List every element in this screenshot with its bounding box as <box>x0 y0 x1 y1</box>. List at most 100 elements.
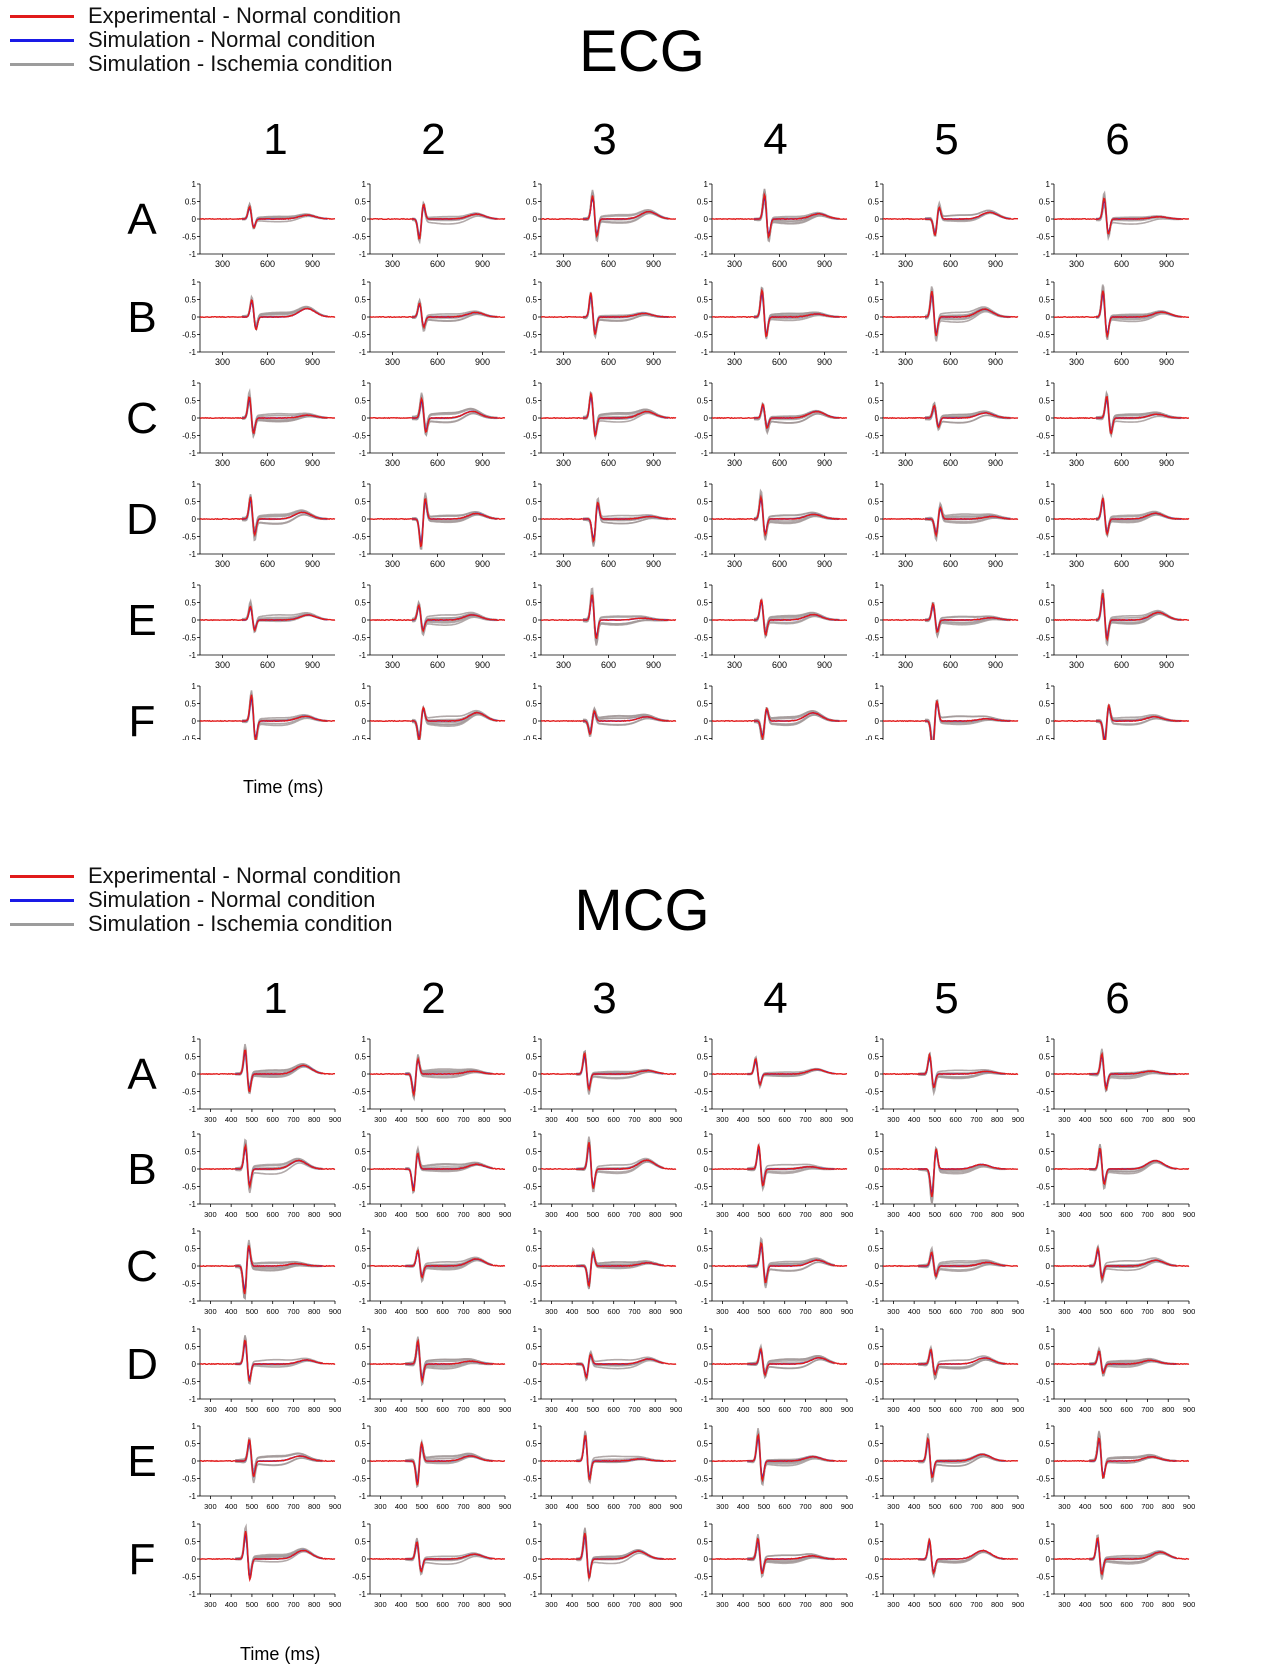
legend-item: Experimental - Normal condition <box>10 864 401 888</box>
legend-swatch-red <box>10 14 74 18</box>
y-tick-label: -1 <box>701 1200 709 1209</box>
y-tick-label: 0.5 <box>526 1538 538 1547</box>
x-tick-label: 300 <box>727 458 742 468</box>
series-ischemia-line <box>241 692 328 740</box>
x-tick-label: 600 <box>1120 1307 1133 1316</box>
x-tick-label: 600 <box>778 1210 791 1219</box>
y-tick-label: -1 <box>359 550 367 559</box>
y-tick-label: -1 <box>530 1105 538 1114</box>
y-tick-label: -0.5 <box>182 1378 196 1387</box>
x-tick-label: 600 <box>949 1115 962 1124</box>
y-tick-label: 0.5 <box>697 1538 709 1547</box>
y-tick-label: 1 <box>362 1422 367 1431</box>
y-tick-label: 0.5 <box>355 1440 367 1449</box>
x-tick-label: 600 <box>1114 458 1129 468</box>
series-ischemia-line <box>582 592 669 646</box>
y-tick-label: 0 <box>362 1360 367 1369</box>
y-tick-label: 0 <box>875 1262 880 1271</box>
subplot-A6: 1 0.5 0 -0.5 -1 300 600 900 <box>1036 180 1190 269</box>
y-tick-label: -0.5 <box>182 1475 196 1484</box>
subplot-A4: 1 0.5 0 -0.5 -1 300 600 900 <box>694 180 848 269</box>
y-tick-label: -1 <box>872 651 880 660</box>
x-tick-label: 900 <box>1159 458 1174 468</box>
x-tick-label: 900 <box>499 1210 512 1219</box>
x-tick-label: 600 <box>430 660 445 670</box>
y-tick-label: 0.5 <box>355 1053 367 1062</box>
x-tick-label: 700 <box>970 1210 983 1219</box>
column-label: 3 <box>592 974 617 1023</box>
x-tick-label: 600 <box>607 1405 620 1414</box>
x-tick-label: 700 <box>1141 1307 1154 1316</box>
x-tick-label: 300 <box>887 1307 900 1316</box>
y-tick-label: -0.5 <box>865 533 879 542</box>
y-tick-label: 0 <box>1046 1165 1051 1174</box>
y-tick-label: 1 <box>533 1130 538 1139</box>
y-tick-label: 0.5 <box>526 397 538 406</box>
series-experimental-line <box>369 203 506 240</box>
subplot-D3: 1 0.5 0 -0.5 -1 300 400 500 600 700 800 900 <box>523 1325 682 1414</box>
mcg-plot-grid: 1 0.5 0 -0.5 -1 300 400 500 600 700 800 900 1 0.5 0 -0.… <box>182 1035 1196 1609</box>
y-tick-label: 0.5 <box>868 599 880 608</box>
y-tick-label: 0 <box>533 215 538 224</box>
series-experimental-line <box>711 706 848 740</box>
x-tick-label: 300 <box>1069 660 1084 670</box>
x-tick-label: 300 <box>545 1115 558 1124</box>
x-tick-label: 800 <box>308 1115 321 1124</box>
x-tick-label: 300 <box>716 1502 729 1511</box>
column-label: 3 <box>592 115 617 164</box>
x-tick-label: 600 <box>436 1405 449 1414</box>
x-tick-label: 400 <box>225 1502 238 1511</box>
y-tick-label: 1 <box>875 581 880 590</box>
series-experimental-line <box>883 404 1019 429</box>
x-tick-label: 700 <box>799 1115 812 1124</box>
y-tick-label: 1 <box>875 480 880 489</box>
x-tick-label: 900 <box>1183 1502 1196 1511</box>
subplot-D1: 1 0.5 0 -0.5 -1 300 400 500 600 700 800 900 <box>182 1325 341 1414</box>
y-tick-label: 1 <box>533 480 538 489</box>
y-tick-label: 1 <box>704 480 709 489</box>
subplot-D2: 1 0.5 0 -0.5 -1 300 400 500 600 700 800 900 <box>352 1325 511 1414</box>
x-tick-label: 600 <box>436 1210 449 1219</box>
ecg-plot-grid: 1 0.5 0 -0.5 -1 300 600 900 1 0.5 0 -0.5 -1 300 600 900… <box>182 180 1190 741</box>
x-tick-label: 300 <box>716 1600 729 1609</box>
legend-swatch-blue <box>10 898 74 902</box>
y-tick-label: 0 <box>192 1555 197 1564</box>
x-tick-label: 500 <box>246 1502 259 1511</box>
y-tick-label: -1 <box>530 1590 538 1599</box>
x-tick-label: 900 <box>499 1600 512 1609</box>
x-tick-label: 300 <box>374 1307 387 1316</box>
x-tick-label: 700 <box>457 1405 470 1414</box>
y-tick-label: 0.5 <box>355 1245 367 1254</box>
y-tick-label: 0.5 <box>355 1343 367 1352</box>
y-tick-label: 1 <box>875 1422 880 1431</box>
series-ischemia-line <box>753 599 840 632</box>
y-tick-label: 0 <box>1046 1555 1051 1564</box>
subplot-B4: 1 0.5 0 -0.5 -1 300 400 500 600 700 800 900 <box>694 1130 853 1219</box>
x-tick-label: 300 <box>385 660 400 670</box>
x-tick-label: 900 <box>329 1307 342 1316</box>
series-experimental-line <box>1054 1536 1190 1576</box>
y-tick-label: 0.5 <box>185 1538 197 1547</box>
x-tick-label: 300 <box>204 1307 217 1316</box>
y-tick-label: -0.5 <box>523 735 537 741</box>
x-tick-label: 600 <box>943 458 958 468</box>
x-tick-label: 600 <box>607 1115 620 1124</box>
x-tick-label: 400 <box>737 1210 750 1219</box>
series-ischemia-line <box>241 495 328 531</box>
x-tick-label: 600 <box>601 357 616 367</box>
subplot-A5: 1 0.5 0 -0.5 -1 300 400 500 600 700 800 900 <box>865 1035 1024 1124</box>
y-tick-label: -0.5 <box>523 533 537 542</box>
x-tick-label: 900 <box>305 357 320 367</box>
y-tick-label: 1 <box>875 682 880 691</box>
subplot-E4: 1 0.5 0 -0.5 -1 300 600 900 <box>694 581 848 670</box>
series-experimental-line <box>199 1049 335 1093</box>
x-tick-label: 600 <box>1120 1115 1133 1124</box>
y-tick-label: -0.5 <box>352 1183 366 1192</box>
y-tick-label: 0 <box>1046 515 1051 524</box>
x-tick-label: 400 <box>1079 1307 1092 1316</box>
subplot-D4: 1 0.5 0 -0.5 -1 300 400 500 600 700 800 900 <box>694 1325 853 1414</box>
y-tick-label: 0.5 <box>185 296 197 305</box>
x-tick-label: 700 <box>1141 1600 1154 1609</box>
